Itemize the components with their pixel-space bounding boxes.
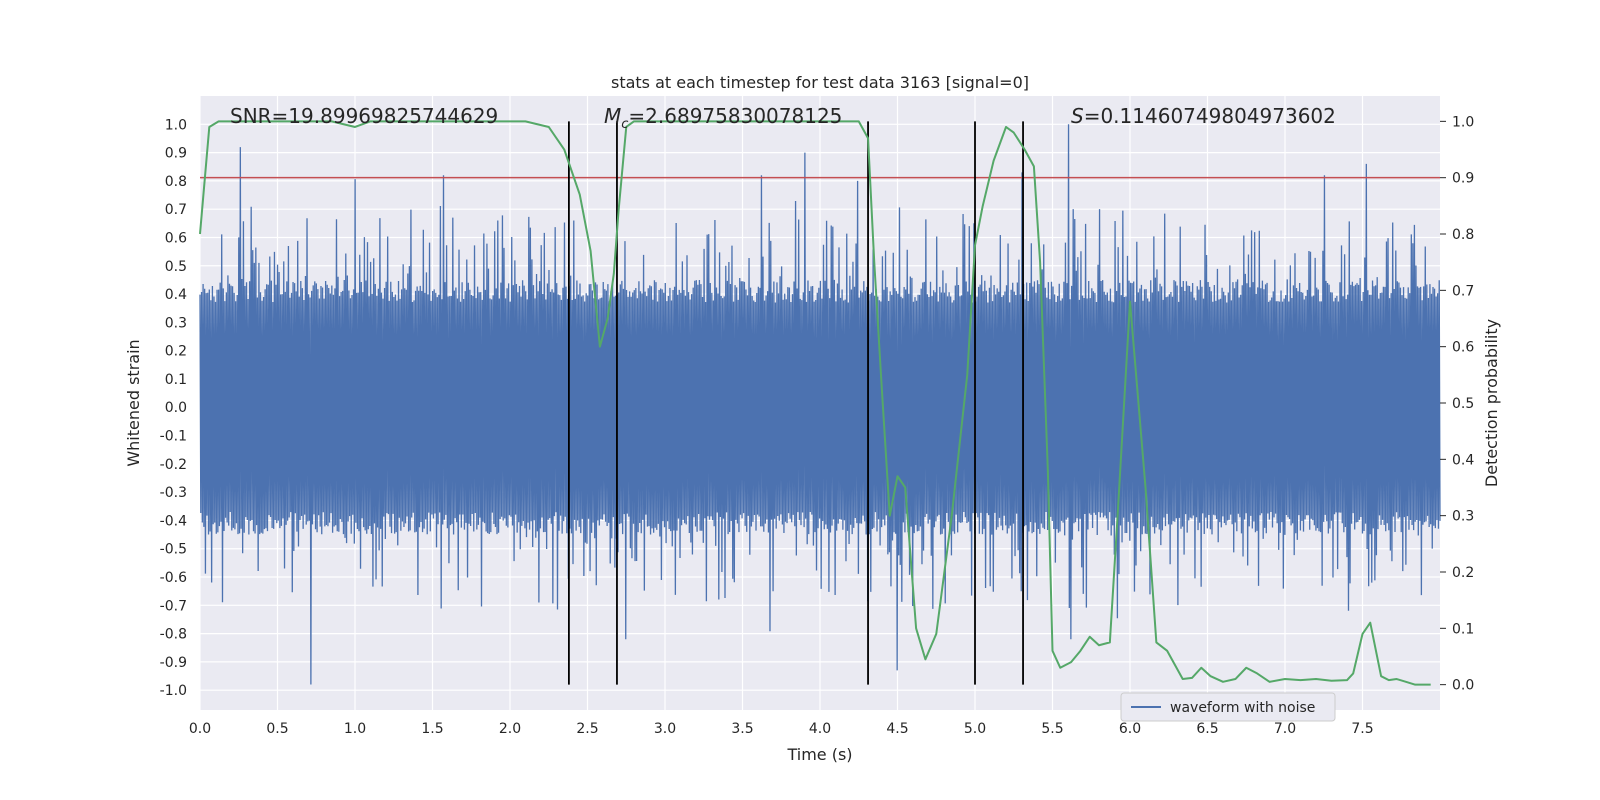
x-tick-label: 0.5: [266, 721, 288, 737]
y-tick-label-right: 0.9: [1452, 171, 1474, 187]
chart-title: stats at each timestep for test data 316…: [611, 73, 1029, 92]
x-tick-label: 5.5: [1041, 721, 1063, 737]
y-axis-label-right: Detection probability: [1482, 319, 1501, 487]
chirp-mass-symbol: M: [604, 104, 621, 128]
y-tick-label-right: 1.0: [1452, 114, 1474, 130]
x-ticks: 0.0 0.5 1.0 1.5 2.0 2.5 3.0 3.5 4.0 4.5 5.0 5.5 6.0 6…: [189, 721, 1374, 737]
y-tick-label-right: 0.1: [1452, 621, 1474, 637]
y-tick-label-left: -0.5: [160, 542, 187, 558]
probability-series: [199, 120, 1431, 686]
y-tick-label-left: -0.1: [160, 429, 187, 445]
x-tick-label: 1.5: [421, 721, 443, 737]
y-tick-label-left: -1.0: [160, 683, 187, 699]
x-tick-label: 1.0: [344, 721, 366, 737]
x-tick-label: 4.0: [809, 721, 831, 737]
x-tick-label: 3.0: [654, 721, 676, 737]
y-tick-label-left: -0.9: [160, 655, 187, 671]
x-tick-label: 6.0: [1119, 721, 1141, 737]
x-tick-label: 2.0: [499, 721, 521, 737]
chirp-mass-subscript: c: [621, 117, 628, 132]
y-tick-label-left: 0.7: [165, 202, 187, 218]
y-ticks-left: -1.0 -0.9 -0.8 -0.7 -0.6 -0.5 -0.4 -0.3 -0.2 -0.1…: [160, 117, 187, 699]
y-tick-label-right: 0.5: [1452, 396, 1474, 412]
y-tick-label-left: -0.3: [160, 485, 187, 501]
s-symbol: S: [1071, 104, 1084, 128]
y-tick-label-left: 0.9: [165, 146, 187, 162]
y-tick-label-left: 0.6: [165, 230, 187, 246]
x-tick-label: 7.5: [1351, 721, 1373, 737]
y-tick-label-left: -0.4: [160, 513, 187, 529]
y-tick-label-left: 1.0: [165, 117, 187, 133]
event-markers: [568, 121, 1024, 685]
y-tick-label-left: 0.2: [165, 344, 187, 360]
y-axis-label-left: Whitened strain: [124, 339, 143, 466]
x-tick-label: 0.0: [189, 721, 211, 737]
x-tick-label: 3.5: [731, 721, 753, 737]
chirp-mass-value: =2.68975830078125: [628, 104, 842, 128]
x-tick-label: 6.5: [1196, 721, 1218, 737]
y-tick-label-left: 0.1: [165, 372, 187, 388]
x-tick-label: 4.5: [886, 721, 908, 737]
y-tick-label-right: 0.0: [1452, 678, 1474, 694]
x-axis-label: Time (s): [786, 745, 852, 764]
y-tick-label-right: 0.4: [1452, 452, 1474, 468]
y-tick-label-left: -0.6: [160, 570, 187, 586]
y-tick-label-left: 0.8: [165, 174, 187, 190]
y-tick-label-right: 0.7: [1452, 283, 1474, 299]
waveform-series: [199, 124, 1441, 685]
legend: waveform with noise: [1120, 692, 1336, 722]
x-tick-label: 5.0: [964, 721, 986, 737]
probability-line: [199, 120, 1431, 686]
y-tick-label-left: 0.3: [165, 315, 187, 331]
y-tick-label-left: -0.8: [160, 627, 187, 643]
chirp-mass-annotation: Mc=2.68975830078125: [604, 104, 842, 132]
snr-annotation: SNR=19.89969825744629: [230, 104, 498, 128]
y-tick-label-right: 0.8: [1452, 227, 1474, 243]
y-tick-label-left: 0.4: [165, 287, 187, 303]
legend-box: [1120, 692, 1336, 722]
y-tick-label-right: 0.6: [1452, 340, 1474, 356]
y-tick-label-left: 0.5: [165, 259, 187, 275]
y-tick-label-left: 0.0: [165, 400, 187, 416]
y-tick-label-left: -0.2: [160, 457, 187, 473]
y-tick-label-right: 0.3: [1452, 509, 1474, 525]
legend-label: waveform with noise: [1170, 700, 1315, 716]
waveform-line: [199, 124, 1441, 685]
y-tick-label-left: -0.7: [160, 598, 187, 614]
x-tick-label: 2.5: [576, 721, 598, 737]
x-tick-label: 7.0: [1274, 721, 1296, 737]
s-value: =0.11460749804973602: [1084, 104, 1336, 128]
y-ticks-right: 0.0 0.1 0.2 0.3 0.4 0.5 0.6 0.7 0.8 0.9 1.0: [1440, 114, 1474, 694]
s-annotation: S=0.11460749804973602: [1071, 104, 1336, 128]
y-tick-label-right: 0.2: [1452, 565, 1474, 581]
